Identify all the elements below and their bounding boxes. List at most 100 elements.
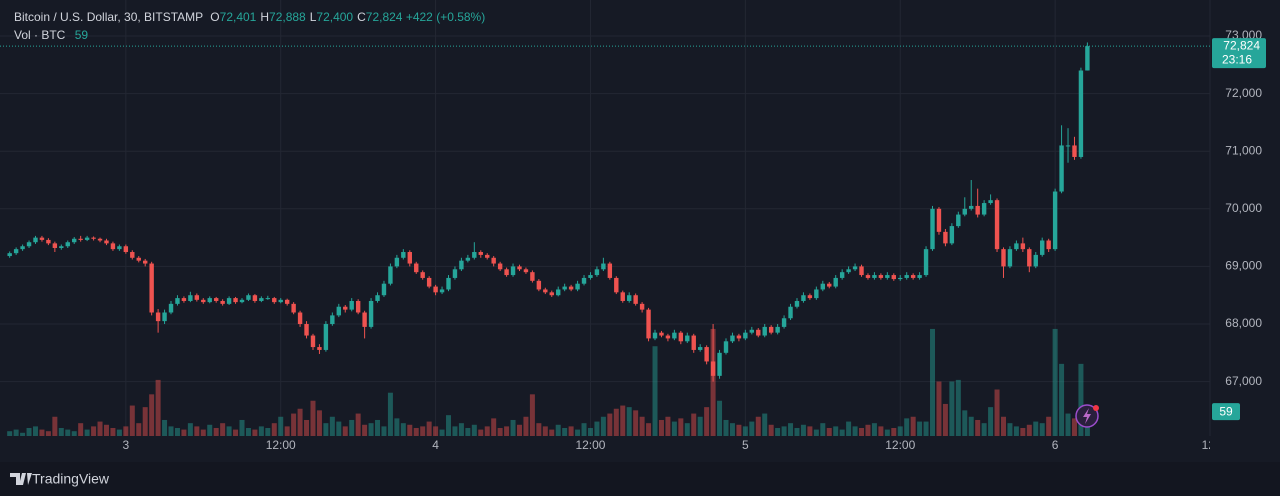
volume-bar: [936, 381, 942, 436]
x-tick-label: 12:: [1202, 438, 1219, 452]
volume-bar: [497, 427, 503, 436]
volume-bar: [878, 426, 884, 436]
volume-bar: [555, 424, 561, 436]
ohlc-value: 72,400: [316, 10, 354, 24]
candle-body: [562, 286, 567, 290]
volume-bar: [252, 429, 258, 436]
volume-bar: [278, 416, 284, 436]
volume-bar: [988, 407, 994, 436]
volume-bar: [142, 407, 148, 436]
volume-bar: [91, 426, 97, 436]
candle-body: [136, 257, 141, 261]
volume-bar: [213, 427, 219, 436]
candle-body: [414, 263, 419, 273]
volume-bar: [981, 423, 987, 436]
volume-bar: [297, 408, 303, 436]
candle-body: [72, 238, 77, 243]
volume-bar: [78, 423, 84, 436]
candle-body: [962, 208, 967, 215]
volume-bar: [523, 416, 529, 436]
background: [0, 0, 1280, 462]
candle-body: [343, 306, 348, 310]
candle-body: [168, 303, 174, 313]
candle-body: [814, 289, 819, 299]
candle-body: [652, 332, 658, 339]
candle-body: [865, 275, 871, 278]
candle-body: [149, 263, 154, 313]
candle-body: [284, 299, 290, 304]
candle-body: [1065, 145, 1071, 147]
candle-body: [614, 277, 619, 293]
volume-bar: [833, 426, 839, 436]
volume-bar: [813, 429, 819, 436]
y-tick-label: 68,000: [1225, 316, 1262, 330]
candle-body: [988, 200, 993, 204]
candle-body: [788, 306, 793, 319]
volume-bar: [426, 421, 432, 436]
volume-bar: [949, 381, 955, 436]
candle-body: [420, 272, 425, 278]
candle-layer: [7, 42, 1090, 382]
candle-body: [194, 295, 200, 300]
volume-bar: [200, 429, 206, 436]
last-price-box: [1212, 38, 1266, 69]
volume-bar: [859, 427, 865, 436]
candle-body: [394, 257, 400, 267]
candle-body: [910, 275, 916, 278]
volume-bar: [465, 427, 471, 436]
candle-body: [465, 257, 471, 261]
volume-bar: [39, 429, 45, 436]
candle-body: [672, 332, 677, 339]
volume-bar: [581, 423, 587, 436]
volume-bar: [897, 426, 903, 436]
volume-bar: [407, 424, 413, 436]
volume-bar: [471, 424, 477, 436]
volume-bar: [291, 413, 297, 436]
ohlc-value: 72,824: [365, 10, 403, 24]
volume-bar: [1033, 421, 1039, 436]
volume-bar: [65, 429, 71, 436]
candle-body: [846, 269, 851, 273]
volume-bar: [375, 419, 381, 436]
legend-line: Bitcoin / U.S. Dollar, 30, BITSTAMP O72,…: [14, 10, 485, 24]
volume-legend-value: 59: [74, 28, 89, 42]
volume-bar: [484, 426, 490, 436]
candle-body: [807, 295, 813, 299]
candle-body: [852, 266, 858, 270]
volume-bar: [162, 419, 168, 436]
candle-body: [388, 266, 393, 284]
candle-body: [923, 249, 929, 276]
volume-bar: [1052, 328, 1058, 436]
candle-body: [969, 205, 974, 209]
volume-bar: [13, 429, 19, 436]
x-tick-label: 12:00: [266, 438, 296, 452]
volume-bar: [942, 403, 948, 436]
candle-body: [723, 341, 729, 353]
x-tick-label: 6: [1052, 438, 1059, 452]
volume-bar: [800, 424, 806, 436]
candle-body: [459, 260, 464, 270]
volume-bar: [168, 426, 174, 436]
volume-bar: [368, 423, 374, 436]
volume-bar: [394, 418, 400, 436]
volume-bar: [697, 416, 703, 436]
volume-legend: Vol · BTC 59: [14, 28, 88, 42]
volume-bar: [1071, 418, 1077, 436]
candle-body: [762, 326, 767, 336]
candle-body: [175, 298, 180, 304]
volume-bar: [1039, 423, 1045, 436]
candle-body: [246, 295, 251, 300]
volume-bar: [671, 421, 677, 436]
volume-bar: [587, 427, 593, 436]
candle-body: [543, 289, 548, 293]
candle-body: [607, 263, 613, 278]
candle-body: [659, 332, 664, 336]
volume-bar: [284, 426, 290, 436]
volume-bar: [420, 426, 426, 436]
candle-body: [588, 275, 593, 278]
volume-bar: [568, 426, 574, 436]
candle-body: [233, 298, 238, 303]
candle-body: [1052, 191, 1058, 250]
volume-bar: [775, 427, 781, 436]
candle-body: [691, 335, 696, 350]
